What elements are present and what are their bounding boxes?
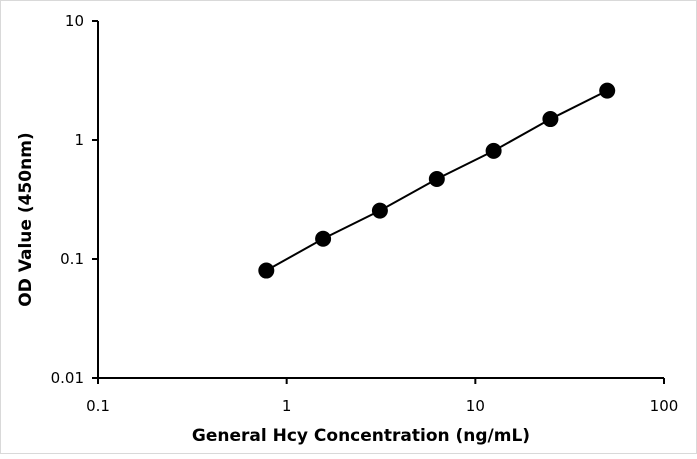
data-point <box>599 82 616 99</box>
data-point <box>485 142 502 159</box>
data-point <box>542 111 559 128</box>
x-tick-label: 1 <box>282 397 292 415</box>
series-layer <box>258 82 616 279</box>
y-tick-label: 1 <box>74 131 84 149</box>
x-tick-label: 0.1 <box>86 397 110 415</box>
data-point <box>258 262 275 279</box>
x-tick-label: 10 <box>466 397 485 415</box>
y-tick-label: 0.01 <box>51 369 84 387</box>
x-tick-label: 100 <box>650 397 679 415</box>
x-axis-title: General Hcy Concentration (ng/mL) <box>192 426 530 446</box>
data-point <box>428 171 445 188</box>
y-tick-label: 10 <box>65 12 84 30</box>
data-point <box>371 202 388 219</box>
y-tick-label: 0.1 <box>60 250 84 268</box>
y-axis-title: OD Value (450nm) <box>16 132 36 306</box>
data-point <box>315 230 332 247</box>
